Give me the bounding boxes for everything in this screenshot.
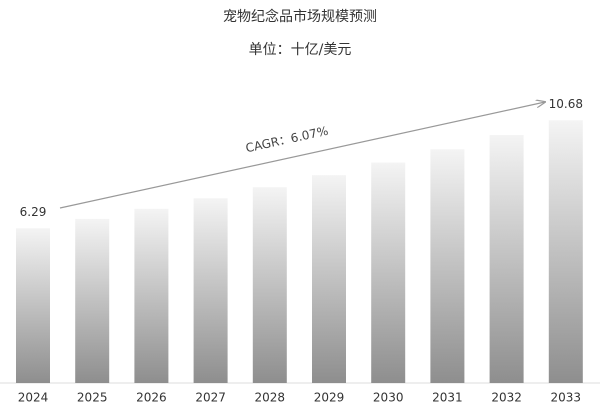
chart-subtitle: 单位：十亿/美元 [249, 42, 352, 58]
x-tick-label: 2028 [255, 391, 286, 405]
bar [16, 228, 50, 383]
x-tick-label: 2025 [77, 391, 108, 405]
x-tick-label: 2026 [136, 391, 167, 405]
bar [430, 149, 465, 383]
x-tick-label: 2029 [314, 391, 345, 405]
x-tick-label: 2027 [195, 391, 226, 405]
x-tick-label: 2030 [373, 391, 404, 405]
bar [312, 175, 346, 383]
bar [548, 120, 583, 383]
value-label: 10.68 [549, 97, 583, 111]
x-tick-label: 2024 [18, 391, 49, 405]
bar [193, 198, 228, 383]
value-label: 6.29 [20, 205, 47, 219]
chart-title: 宠物纪念品市场规模预测 [223, 8, 377, 25]
annotation: CAGR：6.07% [244, 124, 329, 156]
bar [75, 218, 110, 383]
x-tick-label: 2031 [432, 391, 463, 405]
bar [252, 187, 287, 383]
bar [489, 135, 524, 383]
bar [371, 162, 406, 383]
bar [134, 208, 169, 383]
x-tick-label: 2033 [551, 391, 582, 405]
trend-arrow [59, 102, 545, 209]
x-tick-label: 2032 [491, 391, 522, 405]
